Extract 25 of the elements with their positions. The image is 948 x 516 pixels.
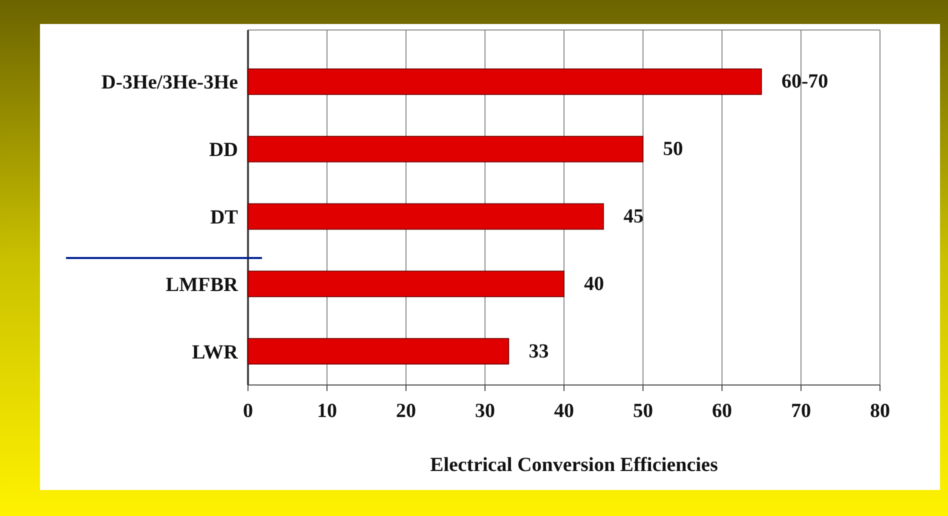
- bar: [248, 203, 604, 230]
- x-tick-label: 40: [554, 400, 574, 422]
- x-tick-label: 80: [870, 400, 890, 422]
- y-tick-label: LMFBR: [166, 274, 239, 296]
- x-tick-label: 30: [475, 400, 495, 422]
- x-tick-label: 50: [633, 400, 653, 422]
- y-tick-label: DD: [209, 139, 238, 162]
- x-tick-label: 60: [712, 400, 732, 422]
- x-tick-label: 10: [317, 400, 337, 422]
- bar: [248, 338, 510, 365]
- data-label: 60-70: [782, 70, 828, 93]
- x-tick-label: 70: [791, 400, 811, 422]
- bar: [248, 270, 564, 298]
- bar: [248, 68, 762, 95]
- y-tick-label: LWR: [192, 341, 239, 364]
- x-tick-label: 0: [243, 400, 253, 422]
- y-tick-label: D-3He/3He-3He: [101, 72, 238, 94]
- data-label: 40: [584, 272, 604, 295]
- x-axis-title: Electrical Conversion Efficiencies: [430, 454, 718, 476]
- data-label: 33: [528, 340, 549, 362]
- data-label: 50: [663, 138, 683, 160]
- y-tick-label: DT: [210, 206, 239, 228]
- bar: [248, 136, 644, 162]
- x-tick-label: 20: [396, 400, 416, 422]
- data-label: 45: [624, 206, 644, 228]
